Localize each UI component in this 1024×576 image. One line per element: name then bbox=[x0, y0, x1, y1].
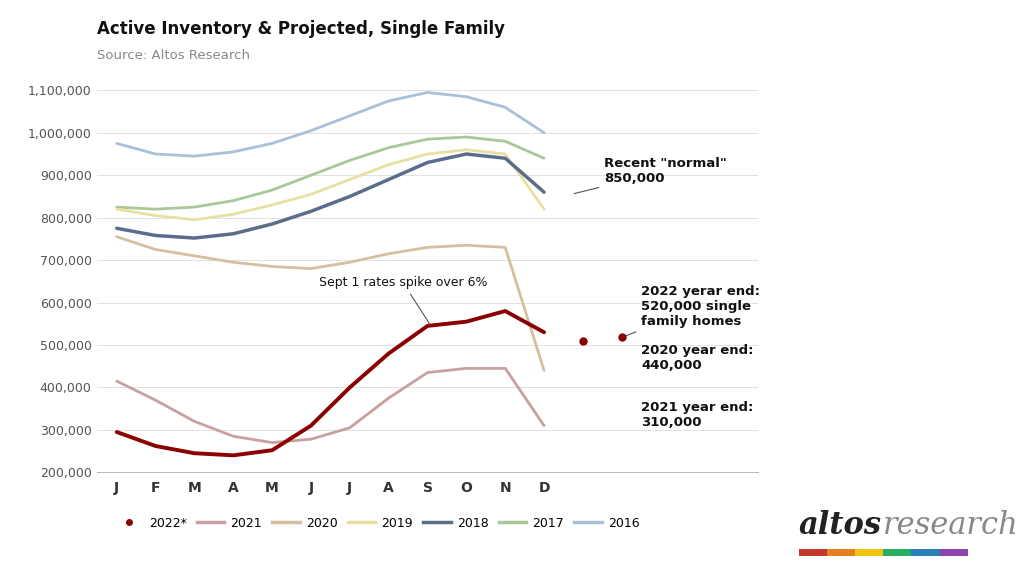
Text: altos: altos bbox=[799, 510, 882, 541]
Text: research: research bbox=[883, 510, 1019, 541]
Text: 2020 year end:
440,000: 2020 year end: 440,000 bbox=[641, 344, 754, 372]
Text: 2021 year end:
310,000: 2021 year end: 310,000 bbox=[641, 401, 754, 429]
Text: Source: Altos Research: Source: Altos Research bbox=[97, 49, 250, 62]
Text: Sept 1 rates spike over 6%: Sept 1 rates spike over 6% bbox=[318, 276, 487, 324]
Legend: 2022*, 2021, 2020, 2019, 2018, 2017, 2016: 2022*, 2021, 2020, 2019, 2018, 2017, 201… bbox=[111, 511, 644, 535]
Text: 2022 yerar end:
520,000 single
family homes: 2022 yerar end: 520,000 single family ho… bbox=[625, 285, 760, 336]
Text: Active Inventory & Projected, Single Family: Active Inventory & Projected, Single Fam… bbox=[97, 20, 505, 38]
Text: Recent "normal"
850,000: Recent "normal" 850,000 bbox=[574, 157, 727, 194]
